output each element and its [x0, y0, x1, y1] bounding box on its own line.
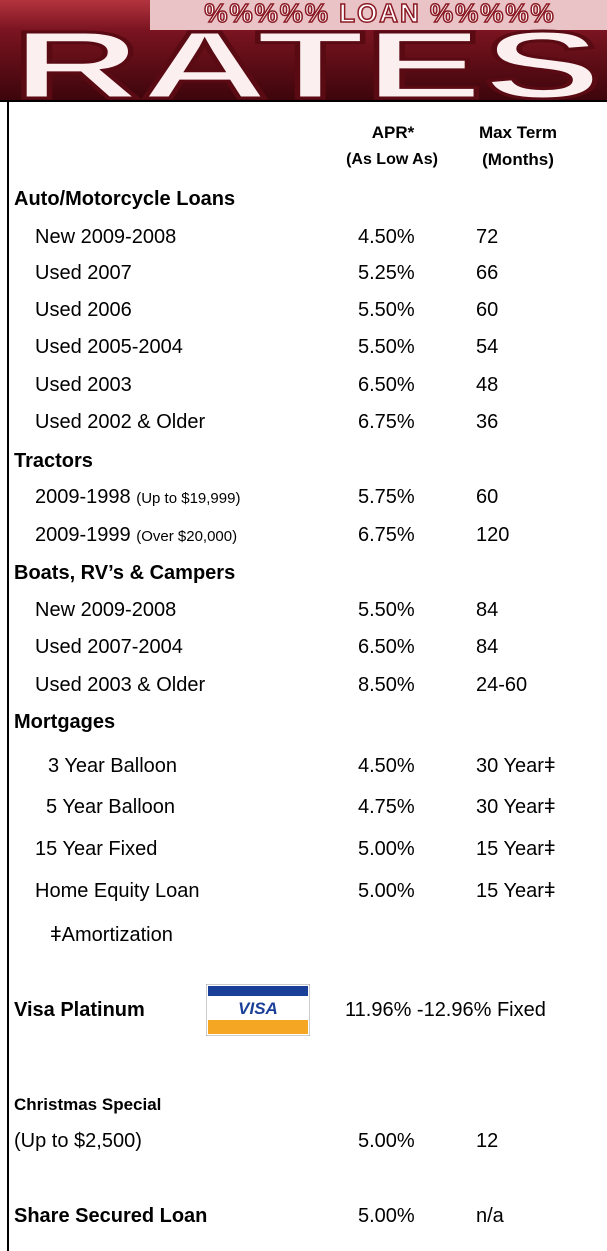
row-name: 15 Year Fixed [35, 837, 157, 861]
row-apr: 5.50% [358, 335, 415, 359]
row-name: Used 2006 [35, 298, 132, 322]
christmas-term: 12 [476, 1129, 498, 1153]
row-apr: 8.50% [358, 673, 415, 697]
row-term: 30 Yearǂ [476, 795, 556, 819]
row-apr: 4.75% [358, 795, 415, 819]
row-apr: 4.50% [358, 225, 415, 249]
row-term: 72 [476, 225, 498, 249]
row-note: (Over $20,000) [136, 528, 237, 545]
row-note: (Up to $19,999) [136, 490, 240, 507]
row-term: 15 Yearǂ [476, 837, 556, 861]
christmas-title: Christmas Special [14, 1093, 161, 1117]
visa-logo: VISA [206, 984, 310, 1036]
page: %%%%% LOAN %%%%% RATES APR* (As Low As) … [0, 0, 607, 1251]
row-term: 54 [476, 335, 498, 359]
visa-rate: 11.96% -12.96% Fixed [345, 998, 546, 1022]
row-name: 3 Year Balloon [48, 754, 177, 778]
term-note: (Months) [468, 148, 568, 172]
visa-logo-text: VISA [238, 999, 278, 1018]
row-apr: 5.50% [358, 298, 415, 322]
row-term: 15 Yearǂ [476, 879, 556, 903]
row-name: Home Equity Loan [35, 879, 200, 903]
banner-title: RATES [12, 12, 602, 102]
row-term: 30 Yearǂ [476, 754, 556, 778]
share-title: Share Secured Loan [14, 1204, 207, 1228]
row-apr: 6.75% [358, 410, 415, 434]
visa-title: Visa Platinum [14, 998, 145, 1022]
row-term: 66 [476, 261, 498, 285]
row-name: 2009-1998 (Up to $19,999) [35, 485, 240, 509]
row-name: Used 2007-2004 [35, 635, 183, 659]
row-name: New 2009-2008 [35, 225, 176, 249]
row-apr: 6.50% [358, 635, 415, 659]
section-title: Mortgages [14, 710, 115, 734]
row-term: 84 [476, 598, 498, 622]
row-apr: 6.50% [358, 373, 415, 397]
row-name: Used 2002 & Older [35, 410, 205, 434]
row-name: Used 2007 [35, 261, 132, 285]
row-apr: 5.25% [358, 261, 415, 285]
row-apr: 5.50% [358, 598, 415, 622]
row-name: New 2009-2008 [35, 598, 176, 622]
row-term: 36 [476, 410, 498, 434]
section-title: Auto/Motorcycle Loans [14, 187, 235, 211]
row-name: 2009-1999 (Over $20,000) [35, 523, 237, 547]
section-title: Tractors [14, 449, 93, 473]
apr-note: (As Low As) [332, 148, 452, 172]
left-border [7, 100, 9, 1251]
share-apr: 5.00% [358, 1204, 415, 1228]
row-apr: 5.75% [358, 485, 415, 509]
row-apr: 4.50% [358, 754, 415, 778]
apr-header: APR* [343, 121, 443, 145]
visa-logo-bottom [208, 1020, 308, 1034]
share-term: n/a [476, 1204, 504, 1228]
visa-logo-top [208, 986, 308, 996]
row-term: 24-60 [476, 673, 527, 697]
term-header: Max Term [468, 121, 568, 145]
row-name: Used 2003 & Older [35, 673, 205, 697]
mortgage-note: ǂAmortization [50, 923, 173, 947]
row-name: 5 Year Balloon [46, 795, 175, 819]
row-apr: 5.00% [358, 879, 415, 903]
row-apr: 5.00% [358, 837, 415, 861]
christmas-name: (Up to $2,500) [14, 1129, 142, 1153]
row-apr: 6.75% [358, 523, 415, 547]
row-term: 60 [476, 485, 498, 509]
row-term: 60 [476, 298, 498, 322]
christmas-apr: 5.00% [358, 1129, 415, 1153]
section-title: Boats, RV’s & Campers [14, 561, 235, 585]
row-name: Used 2005-2004 [35, 335, 183, 359]
banner: %%%%% LOAN %%%%% RATES [0, 0, 607, 102]
row-name: Used 2003 [35, 373, 132, 397]
row-term: 48 [476, 373, 498, 397]
row-term: 120 [476, 523, 509, 547]
row-term: 84 [476, 635, 498, 659]
